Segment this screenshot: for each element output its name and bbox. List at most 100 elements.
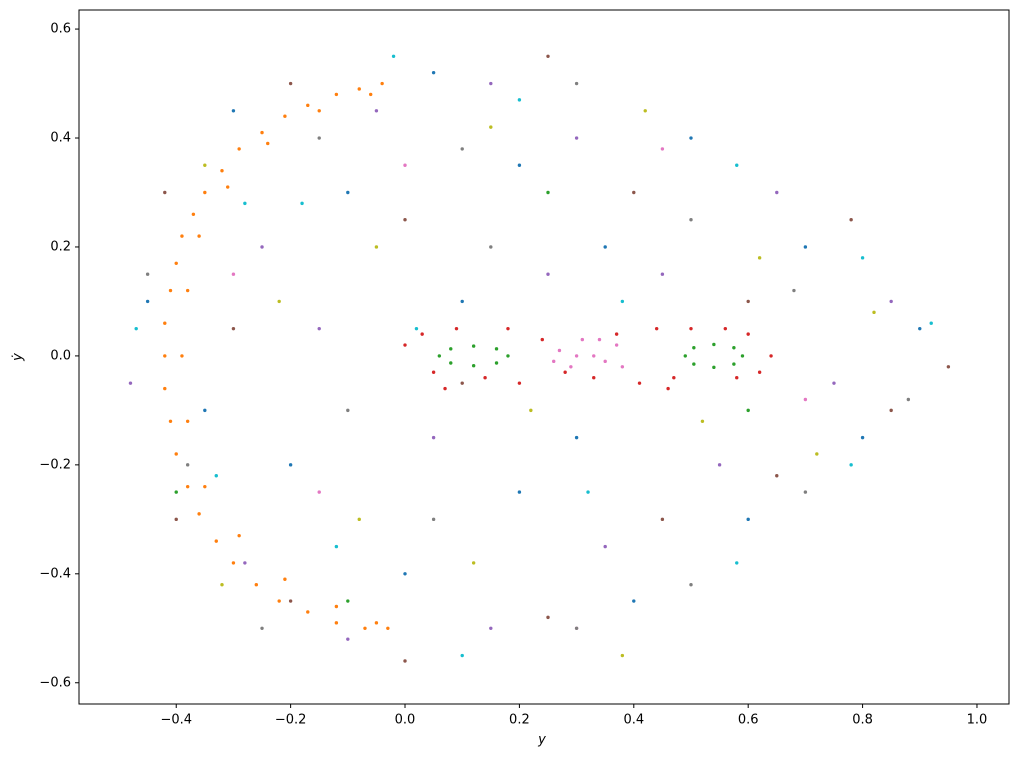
point [906,397,911,402]
point [128,381,133,385]
point [174,490,178,494]
point [660,272,665,276]
point [746,332,750,336]
point [700,419,705,423]
point [489,125,493,129]
point [918,326,922,331]
point [374,245,379,249]
point [420,332,424,336]
point [489,245,493,249]
point [391,54,396,59]
point [546,54,550,59]
point [237,147,241,151]
point [740,354,745,358]
point [586,490,590,494]
point [283,114,287,118]
point [592,376,596,380]
y-tick-label: 0.0 [50,348,71,363]
point [163,386,167,391]
y-axis-label: ẏ [11,353,26,362]
point [168,419,173,423]
point [277,299,281,304]
point [174,517,178,522]
point [231,109,236,113]
point [306,103,310,108]
point [368,92,373,97]
x-axis-label: y [537,733,546,748]
x-tick-label: 0.2 [509,713,530,728]
point [517,163,522,167]
point [506,354,510,358]
point [403,163,407,167]
point [689,136,693,140]
point [168,288,173,293]
point [443,386,447,391]
point [197,234,201,238]
point [569,365,573,369]
point [471,344,476,348]
point [403,218,407,222]
point [237,533,241,538]
point [231,326,236,331]
point [803,397,808,402]
y-tick-label: −0.4 [39,566,71,581]
point [180,234,184,238]
point [283,577,287,581]
point [260,130,264,135]
point [220,168,224,173]
point [489,626,493,630]
point [557,348,562,353]
point [437,354,442,358]
point [746,517,750,522]
point [815,452,819,456]
x-tick-label: 0.6 [738,713,759,728]
point [620,365,625,369]
point [134,326,138,331]
point [220,583,224,587]
point [735,561,739,565]
point [317,326,321,331]
y-tick-label: 0.2 [50,239,71,254]
point [346,408,350,413]
point [277,599,281,603]
point [597,337,602,342]
point [145,272,150,276]
point [374,109,379,113]
point [494,361,499,365]
point [563,370,567,374]
point [403,572,407,576]
point [203,163,207,167]
point [346,637,350,641]
point [632,599,636,603]
point [317,109,321,113]
point [334,92,339,97]
point [517,490,522,494]
x-tick-label: 0.8 [852,713,873,728]
y-tick-label: −0.2 [39,457,71,472]
y-tick-label: −0.6 [39,675,71,690]
point [214,474,218,478]
point [483,376,487,380]
point [203,190,207,195]
point [620,299,625,304]
point [603,544,607,549]
point [431,435,436,440]
point [689,218,693,222]
point [692,362,696,366]
point [832,381,836,385]
point [185,419,190,423]
point [689,326,693,331]
point [732,346,736,350]
point [185,288,190,293]
point [163,321,167,325]
point [603,245,607,249]
point [769,354,773,358]
point [163,354,167,358]
point [288,81,293,86]
point [574,136,579,140]
point [889,408,893,413]
point [592,354,596,358]
point [860,435,865,440]
point [357,87,361,91]
